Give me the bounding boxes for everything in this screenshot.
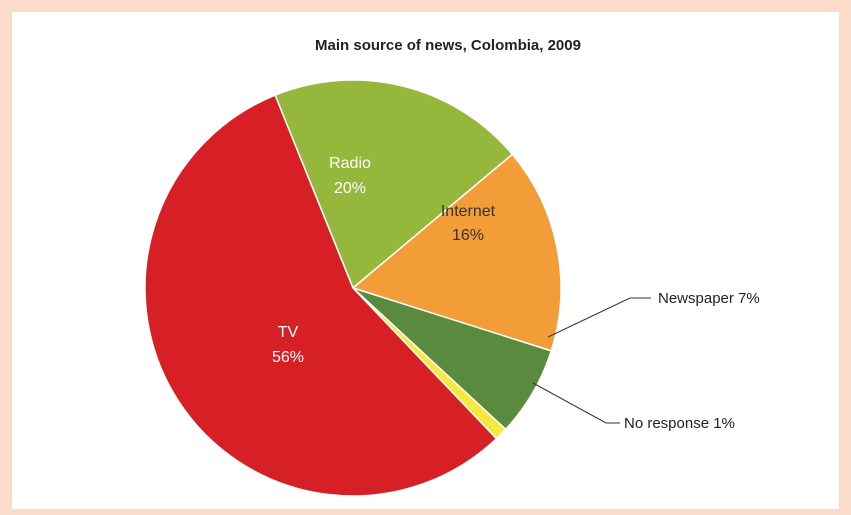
slice-label-newspaper: Newspaper 7%	[658, 290, 760, 307]
slice-label-internet-name: Internet	[441, 203, 496, 220]
slice-internet	[352, 153, 562, 352]
leader-line-newspaper	[547, 297, 651, 338]
slice-tv	[144, 94, 498, 497]
slice-radio	[274, 79, 514, 289]
slice-label-tv-value: 56%	[272, 349, 304, 366]
slice-label-radio-value: 20%	[334, 180, 366, 197]
slice-label-no-response: No response 1%	[624, 415, 735, 432]
slice-label-internet: Internet 16%	[441, 203, 496, 244]
pie-slices	[144, 79, 562, 497]
leader-line-no-response	[532, 382, 620, 424]
slice-label-internet-value: 16%	[452, 227, 484, 244]
slice-label-tv: TV 56%	[272, 324, 304, 366]
slice-label-radio: Radio 20%	[329, 155, 371, 197]
chart-title: Main source of news, Colombia, 2009	[315, 37, 581, 54]
slice-label-radio-name: Radio	[329, 155, 371, 172]
slice-label-tv-name: TV	[278, 324, 299, 341]
